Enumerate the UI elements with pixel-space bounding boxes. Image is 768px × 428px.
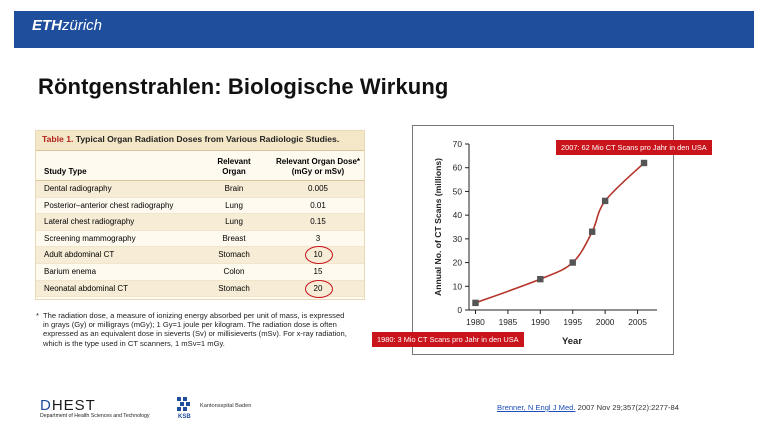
table-row: Dental radiography Brain 0.005 [36,181,364,198]
dhest-logo-rest: HEST [51,397,96,414]
data-point [601,197,609,205]
x-tick-label: 2005 [628,317,647,327]
x-axis-label: Year [562,336,582,347]
table-caption-number: Table 1. [42,134,74,144]
header-organ-dose: Relevant Organ Dose* (mGy or mSv) [268,157,368,176]
cell-dose: 3 [315,233,321,243]
y-tick-label: 50 [453,186,463,196]
y-tick-label: 10 [453,281,463,291]
footnote-text: The radiation dose, a measure of ionizin… [43,311,347,348]
table-row: Adult abdominal CT Stomach 10 [36,246,364,265]
y-tick-label: 40 [453,210,463,220]
highlight-circle-adult-ct [305,246,333,265]
cell-organ: Stomach [218,250,250,260]
header-study-type: Study Type [44,167,87,176]
cell-study: Screening mammography [44,233,136,243]
cell-organ: Colon [223,266,245,276]
cell-organ: Stomach [218,283,250,293]
y-tick-label: 60 [453,163,463,173]
cell-organ: Breast [222,233,246,243]
header-bar: ETHzürich [14,11,754,48]
x-tick-label: 1995 [563,317,582,327]
cell-study: Neonatal abdominal CT [44,283,129,293]
cell-organ: Lung [225,217,243,227]
dhest-logo: DHEST Department of Health Sciences and … [40,397,149,419]
cell-study: Posterior–anterior chest radiography [44,200,174,210]
cell-dose: 15 [313,266,323,276]
eth-logo-eth: ETH [32,17,62,34]
ct-scans-chart: Year Annual No. of CT Scans (millions) 0… [412,125,674,355]
cell-organ: Brain [224,184,244,193]
table-body: Dental radiography Brain 0.005 Posterior… [36,181,364,298]
y-tick-label: 0 [457,305,462,315]
x-tick-label: 1990 [531,317,550,327]
x-tick-label: 1985 [499,317,518,327]
table-caption-title: Typical Organ Radiation Doses from Vario… [75,134,340,144]
y-tick-label: 30 [453,234,463,244]
data-point [569,259,576,266]
y-tick-label: 70 [453,139,463,149]
callout-2007: 2007: 62 Mio CT Scans pro Jahr in den US… [556,140,712,155]
citation-link[interactable]: Brenner, N Engl J Med. [497,403,576,412]
cell-study: Dental radiography [44,184,112,193]
dose-table: Table 1. Typical Organ Radiation Doses f… [35,130,365,300]
ksb-mark-icon [177,397,190,411]
table-caption: Table 1. Typical Organ Radiation Doses f… [36,131,364,151]
dhest-logo-d: D [40,397,52,414]
header-relevant-organ: Relevant Organ [206,157,262,176]
table-row: Neonatal abdominal CT Stomach 20 [36,279,364,298]
cell-dose: 0.15 [310,217,326,227]
table-footnote: * The radiation dose, a measure of ioniz… [36,311,352,348]
citation: Brenner, N Engl J Med. 2007 Nov 29;357(2… [497,403,679,412]
dhest-wordmark: DHEST [40,397,149,414]
highlight-circle-neonatal-ct [305,279,333,298]
slide-title: Röntgenstrahlen: Biologische Wirkung [38,74,449,99]
series-line [475,162,645,304]
citation-text: 2007 Nov 29;357(22):2277-84 [575,403,679,412]
ksb-name: Kantonsspital Baden [200,403,252,409]
ksb-abbr: KSB [178,414,191,420]
table-row: Screening mammography Breast 3 [36,230,364,248]
table-row: Barium enema Colon 15 [36,263,364,281]
cell-organ: Lung [225,200,243,210]
y-axis-label: Annual No. of CT Scans (millions) [433,158,443,296]
cell-study: Adult abdominal CT [44,250,115,260]
data-point [537,275,544,283]
callout-1980: 1980: 3 Mio CT Scans pro Jahr in den USA [372,332,524,347]
eth-logo-zurich: zürich [62,17,103,34]
eth-logo: ETHzürich [32,17,102,34]
header-organ-line1: Relevant [217,157,251,166]
data-point [640,159,648,167]
x-tick-label: 2000 [596,317,615,327]
data-point [588,228,596,235]
dhest-subtitle: Department of Health Sciences and Techno… [40,413,150,419]
header-organ-line2: Organ [222,166,246,176]
chart-svg: Year Annual No. of CT Scans (millions) 0… [433,139,657,347]
table-row: Posterior–anterior chest radiography Lun… [36,197,364,215]
table-row: Lateral chest radiography Lung 0.15 [36,214,364,231]
header-dose-line1: Relevant Organ Dose* [275,157,361,166]
cell-dose: 0.005 [307,184,329,193]
cell-study: Barium enema [44,266,97,276]
cell-dose: 0.01 [310,200,326,210]
x-tick-label: 1980 [466,317,485,327]
data-point [472,299,479,307]
cell-study: Lateral chest radiography [44,217,135,227]
y-tick-label: 20 [453,258,463,268]
table-header: Study Type Relevant Organ Relevant Organ… [36,151,364,181]
footnote-star: * [36,311,39,320]
header-dose-line2: (mGy or mSv) [291,166,345,176]
